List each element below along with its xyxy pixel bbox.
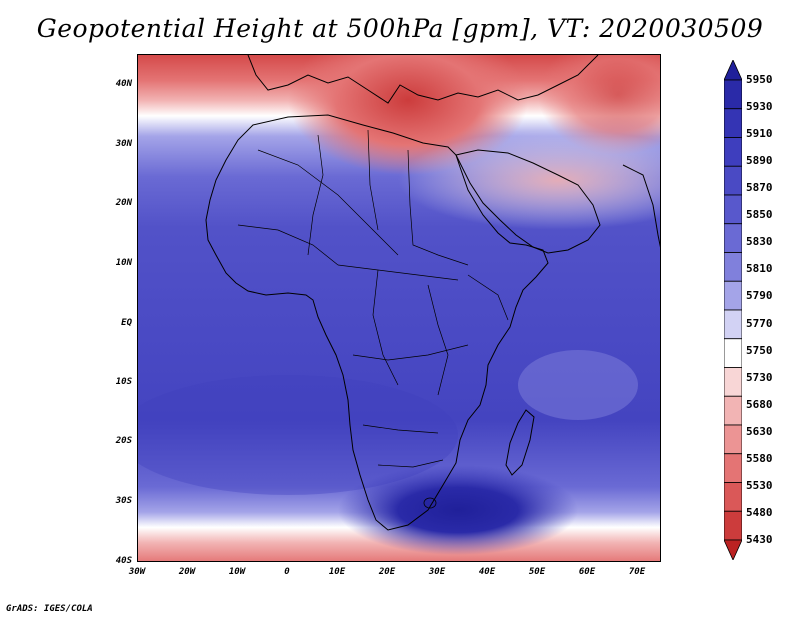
- colorbar-top-arrow: [724, 60, 742, 81]
- colorbar-level-label: 5680: [746, 397, 773, 411]
- colorbar-level-label: 5530: [746, 478, 773, 492]
- colorbar-box: [724, 482, 742, 512]
- map-canvas: [138, 55, 660, 561]
- colorbar-box: [724, 137, 742, 167]
- colorbar-box: [724, 223, 742, 253]
- arabia-coastline: [455, 149, 601, 254]
- colorbar-box: [724, 165, 742, 196]
- colorbar-bottom-arrow: [724, 539, 742, 560]
- colorbar: [724, 60, 742, 560]
- lesotho-outline: [423, 497, 437, 509]
- colorbar-level-label: 5870: [746, 181, 773, 195]
- map-title: Geopotential Height at 500hPa [gpm], VT:…: [36, 14, 764, 43]
- southern-africa-high: [338, 465, 578, 555]
- colorbar-box: [724, 424, 742, 455]
- lat-label: 40S: [115, 556, 132, 566]
- colorbar-box: [724, 367, 742, 397]
- europe-coastline: [247, 55, 599, 104]
- lon-label: 60E: [578, 567, 596, 577]
- arabia-band: [398, 130, 660, 230]
- lon-label: 30W: [128, 567, 146, 577]
- lat-label: 30N: [115, 139, 132, 149]
- colorbar-level-label: 5850: [746, 208, 773, 222]
- credit-text: GrADS: IGES/COLA: [6, 604, 93, 614]
- colorbar-box: [724, 510, 742, 541]
- lon-label: 40E: [478, 567, 496, 577]
- madagascar-outline: [505, 409, 535, 476]
- colorbar-box: [724, 108, 742, 138]
- colorbar-level-label: 5790: [746, 289, 773, 303]
- colorbar-level-label: 5430: [746, 533, 773, 546]
- lon-label: 20E: [378, 567, 396, 577]
- colorbar-box: [724, 338, 742, 368]
- lat-label: EQ: [121, 318, 132, 328]
- colorbar-level-label: 5750: [746, 343, 773, 357]
- indian-ocean-ridge: [518, 350, 638, 420]
- colorbar-level-label: 5950: [746, 73, 773, 86]
- colorbar-box: [724, 309, 742, 340]
- lon-label: 0: [284, 567, 290, 577]
- lat-label: 40N: [115, 79, 132, 89]
- country-borders: [237, 129, 509, 468]
- lon-label: 10W: [228, 567, 246, 577]
- colorbar-box: [724, 453, 742, 483]
- lat-label: 20N: [115, 198, 132, 208]
- colorbar-level-label: 5770: [746, 316, 773, 330]
- lon-label: 20W: [178, 567, 196, 577]
- colorbar-level-label: 5630: [746, 424, 773, 438]
- colorbar-level-label: 5480: [746, 505, 773, 519]
- lat-label: 20S: [115, 436, 132, 446]
- colorbar-box: [724, 194, 742, 225]
- colorbar-level-label: 5580: [746, 451, 773, 465]
- lon-label: 50E: [528, 567, 546, 577]
- colorbar-box: [724, 395, 742, 426]
- lon-label: 30E: [428, 567, 446, 577]
- lat-label: 10S: [115, 377, 132, 387]
- colorbar-level-label: 5730: [746, 370, 773, 384]
- colorbar-box: [724, 79, 742, 110]
- colorbar-box: [724, 252, 742, 282]
- colorbar-level-label: 5810: [746, 262, 773, 276]
- map-panel: [137, 54, 661, 562]
- colorbar-level-label: 5930: [746, 100, 773, 114]
- africa-coastline: [205, 114, 549, 531]
- south-atlantic-high: [138, 375, 458, 495]
- lat-label: 30S: [115, 496, 132, 506]
- lon-label: 10E: [328, 567, 346, 577]
- colorbar-level-label: 5910: [746, 127, 773, 141]
- colorbar-level-label: 5830: [746, 235, 773, 249]
- lat-label: 10N: [115, 258, 132, 268]
- colorbar-box: [724, 280, 742, 311]
- colorbar-level-label: 5890: [746, 154, 773, 168]
- lon-label: 70E: [628, 567, 646, 577]
- india-coastline: [622, 164, 660, 248]
